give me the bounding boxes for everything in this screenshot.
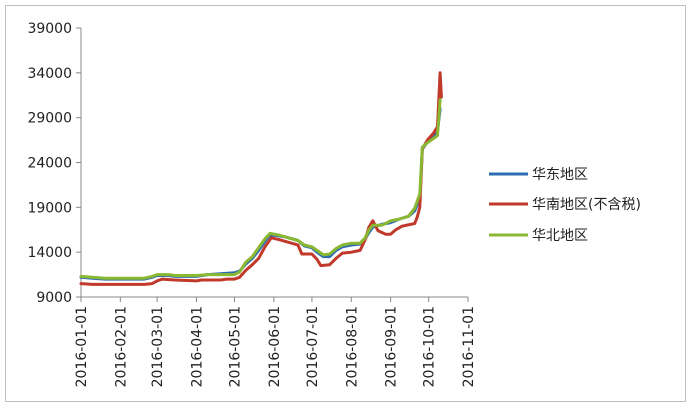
legend-label: 华南地区(不含税) xyxy=(532,197,641,213)
series-line-2 xyxy=(79,98,442,280)
x-tick-label: 2016-04-01 xyxy=(189,306,205,387)
x-tick-label: 2016-10-01 xyxy=(422,306,438,387)
y-tick-label: 39000 xyxy=(27,21,72,37)
chart-axes xyxy=(80,28,468,298)
y-tick-label: 19000 xyxy=(27,200,72,216)
x-tick-label: 2016-02-01 xyxy=(113,306,129,387)
y-tick-label: 9000 xyxy=(36,290,72,306)
legend-label: 华北地区 xyxy=(532,228,588,244)
y-tick-label: 14000 xyxy=(27,245,72,261)
x-tick-label: 2016-09-01 xyxy=(384,306,400,387)
x-tick-label: 2016-05-01 xyxy=(228,306,244,387)
series-line-1 xyxy=(79,71,443,286)
x-tick-label: 2016-07-01 xyxy=(305,306,321,387)
x-tick-label: 2016-01-01 xyxy=(74,306,90,387)
x-tick-label: 2016-03-01 xyxy=(150,306,166,387)
x-tick-label: 2016-08-01 xyxy=(344,306,360,387)
y-axis-ticks: 9000 14000 19000 24000 29000 34000 39000 xyxy=(27,21,81,306)
x-tick-label: 2016-11-01 xyxy=(461,306,477,387)
y-tick-label: 24000 xyxy=(27,156,72,172)
x-axis-ticks: 2016-01-01 2016-02-01 2016-03-01 2016-04-01… xyxy=(74,297,477,387)
x-tick-label: 2016-06-01 xyxy=(267,306,283,387)
y-tick-label: 34000 xyxy=(27,66,72,82)
legend-label: 华东地区 xyxy=(532,167,588,183)
series-lines xyxy=(79,71,443,286)
chart-frame xyxy=(5,5,686,402)
y-tick-label: 29000 xyxy=(27,111,72,127)
